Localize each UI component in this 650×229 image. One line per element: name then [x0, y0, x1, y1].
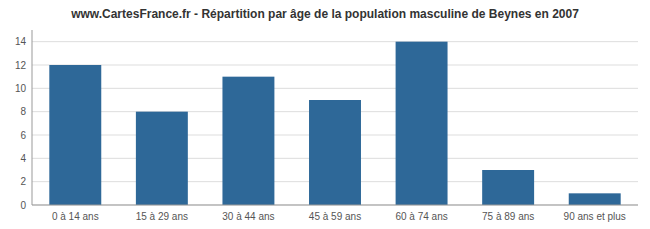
y-tick-label: 8: [20, 106, 26, 117]
x-tick-label: 0 à 14 ans: [52, 211, 99, 222]
chart-container: www.CartesFrance.fr - Répartition par âg…: [0, 0, 650, 229]
bar: [309, 100, 361, 205]
y-tick-label: 10: [15, 83, 27, 94]
x-tick-label: 15 à 29 ans: [136, 211, 188, 222]
bars: [49, 42, 620, 205]
y-tick-label: 6: [20, 130, 26, 141]
x-axis-line: [32, 205, 638, 206]
y-tick-label: 14: [15, 36, 27, 47]
grid-line: [32, 205, 638, 206]
grid-line: [32, 41, 638, 42]
y-tick-label: 0: [20, 200, 26, 211]
bar: [569, 193, 621, 205]
grid: [32, 42, 638, 205]
bar: [396, 42, 448, 205]
bar: [136, 112, 188, 205]
bar: [482, 170, 534, 205]
y-tick-label: 12: [15, 60, 27, 71]
x-tick-label: 30 à 44 ans: [222, 211, 274, 222]
bar: [222, 77, 274, 205]
title: www.CartesFrance.fr - Répartition par âg…: [70, 7, 579, 21]
chart: www.CartesFrance.fr - Répartition par âg…: [0, 0, 650, 229]
grid-line: [32, 65, 638, 66]
bar: [49, 65, 101, 205]
y-tick-label: 2: [20, 176, 26, 187]
x-tick-label: 75 à 89 ans: [482, 211, 534, 222]
grid-line: [32, 88, 638, 89]
x-tick-label: 60 à 74 ans: [395, 211, 447, 222]
x-tick-label: 90 ans et plus: [564, 211, 626, 222]
y-tick-label: 4: [20, 153, 26, 164]
x-tick-label: 45 à 59 ans: [309, 211, 361, 222]
y-axis-line: [32, 30, 33, 205]
